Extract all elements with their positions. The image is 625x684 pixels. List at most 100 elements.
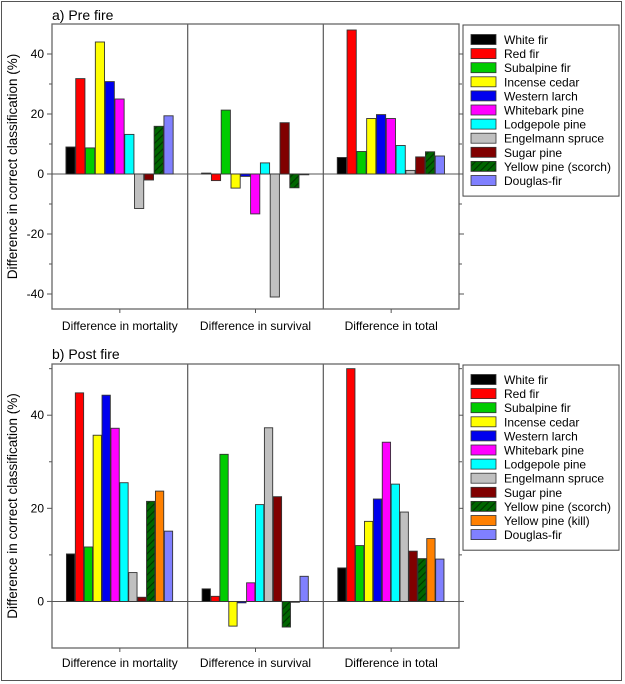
bar-yellow-pine-scorch	[153, 125, 164, 175]
y-tick-label: 20	[31, 501, 45, 515]
bar-douglas-fir	[299, 173, 310, 176]
legend-label: Whitebark pine	[504, 104, 584, 118]
bar-yellow-pine-kill	[426, 538, 436, 602]
legend-swatch	[470, 62, 497, 74]
y-tick-label: 40	[31, 408, 45, 422]
bar-whitebark-pine	[246, 582, 256, 602]
legend-label: Engelmann spruce	[504, 132, 604, 146]
bar-incense-cedar	[94, 41, 105, 175]
legend-swatch	[470, 472, 497, 484]
legend-label: Douglas-fir	[504, 528, 562, 542]
bar-red-fir	[74, 392, 85, 602]
legend-swatch	[470, 175, 497, 186]
legend-swatch	[470, 458, 497, 470]
bar-white-fir	[337, 567, 347, 602]
bar-lodgepole-pine	[259, 162, 271, 175]
legend-swatch	[470, 430, 497, 442]
bar-western-larch	[101, 394, 111, 602]
y-tick-label: -20	[27, 227, 45, 241]
bar-red-fir	[210, 173, 222, 182]
legend-label: Sugar pine	[504, 486, 562, 500]
bar-lodgepole-pine	[255, 504, 265, 602]
legend-swatch	[470, 48, 497, 59]
bar-engelmann-spruce	[263, 427, 274, 602]
bar-western-larch	[372, 498, 383, 602]
y-tick-label: -40	[27, 287, 45, 301]
bar-yellow-pine-scorch	[425, 151, 436, 175]
legend-label: Western larch	[504, 429, 578, 443]
bar-incense-cedar	[92, 434, 102, 602]
y-axis-label: Difference in correct classification (%)	[5, 393, 20, 619]
bar-whitebark-pine	[110, 427, 120, 602]
legend-label: Whitebark pine	[504, 444, 584, 458]
legend-label: Engelmann spruce	[504, 472, 604, 486]
x-tick-label: Difference in mortality	[62, 319, 178, 333]
legend-label: Incense cedar	[504, 75, 579, 89]
bar-red-fir	[346, 368, 356, 602]
bar-engelmann-spruce	[405, 169, 416, 175]
bar-red-fir	[75, 78, 86, 175]
bar-yellow-pine-scorch	[417, 558, 427, 602]
legend-label: Lodgepole pine	[504, 118, 586, 132]
bar-western-larch	[376, 114, 387, 175]
bar-subalpine-fir	[356, 151, 367, 175]
legend-label: Subalpine fir	[504, 61, 571, 75]
bar-incense-cedar	[228, 600, 238, 627]
bar-lodgepole-pine	[390, 483, 400, 602]
panel-title: b) Post fire	[52, 346, 120, 362]
legend-swatch	[470, 444, 497, 456]
y-tick-label: 40	[31, 47, 45, 61]
panel-post-fire: b) Post fire Difference in correct classi…	[5, 346, 620, 670]
legend-swatch	[470, 515, 497, 526]
bar-white-fir	[336, 157, 347, 175]
bar-sugar-pine	[408, 550, 418, 602]
legend-label: Lodgepole pine	[504, 458, 586, 472]
bar-yellow-pine-scorch	[146, 500, 156, 602]
legend-label: Subalpine fir	[504, 401, 571, 415]
bar-sugar-pine	[272, 496, 283, 602]
panel-title: a) Pre fire	[52, 7, 114, 23]
legend-label: Douglas-fir	[504, 174, 562, 188]
bar-douglas-fir	[299, 575, 309, 602]
legend-swatch	[470, 118, 497, 130]
legend-label: White fir	[504, 33, 548, 47]
legend-swatch	[470, 500, 497, 512]
bar-yellow-pine-scorch	[281, 600, 291, 628]
bar-whitebark-pine	[250, 173, 261, 215]
bar-white-fir	[65, 553, 76, 602]
bar-white-fir	[201, 172, 212, 175]
panel-pre-fire: a) Pre fire Difference in correct classif…	[5, 7, 620, 333]
x-tick-label: Difference in total	[345, 319, 438, 333]
legend-swatch	[470, 34, 497, 45]
x-tick-label: Difference in survival	[200, 656, 311, 670]
legend-swatch	[470, 374, 497, 385]
bar-engelmann-spruce	[269, 173, 280, 298]
legend-swatch	[470, 90, 497, 102]
bar-incense-cedar	[364, 520, 374, 602]
bar-red-fir	[210, 595, 220, 602]
bar-lodgepole-pine	[124, 133, 135, 175]
bar-incense-cedar	[366, 118, 377, 175]
bar-subalpine-fir	[355, 545, 365, 602]
legend-label: Incense cedar	[504, 415, 579, 429]
bar-engelmann-spruce	[134, 173, 145, 209]
bar-douglas-fir	[163, 530, 174, 602]
legend-label: Red fir	[504, 387, 539, 401]
bar-sugar-pine	[415, 156, 426, 175]
bar-red-fir	[346, 29, 357, 175]
bar-western-larch	[237, 600, 247, 604]
bar-sugar-pine	[137, 596, 147, 602]
y-axis-label: Difference in correct classification (%)	[5, 54, 20, 280]
bar-douglas-fir	[434, 155, 445, 175]
legend-swatch	[470, 132, 497, 144]
bar-yellow-pine-scorch	[289, 173, 300, 189]
bar-whitebark-pine	[114, 98, 125, 175]
legend-swatch	[470, 402, 497, 414]
bar-engelmann-spruce	[399, 511, 409, 602]
legend-swatch	[470, 416, 497, 428]
bar-sugar-pine	[143, 173, 154, 181]
legend-label: White fir	[504, 373, 548, 387]
legend-label: Red fir	[504, 47, 539, 61]
